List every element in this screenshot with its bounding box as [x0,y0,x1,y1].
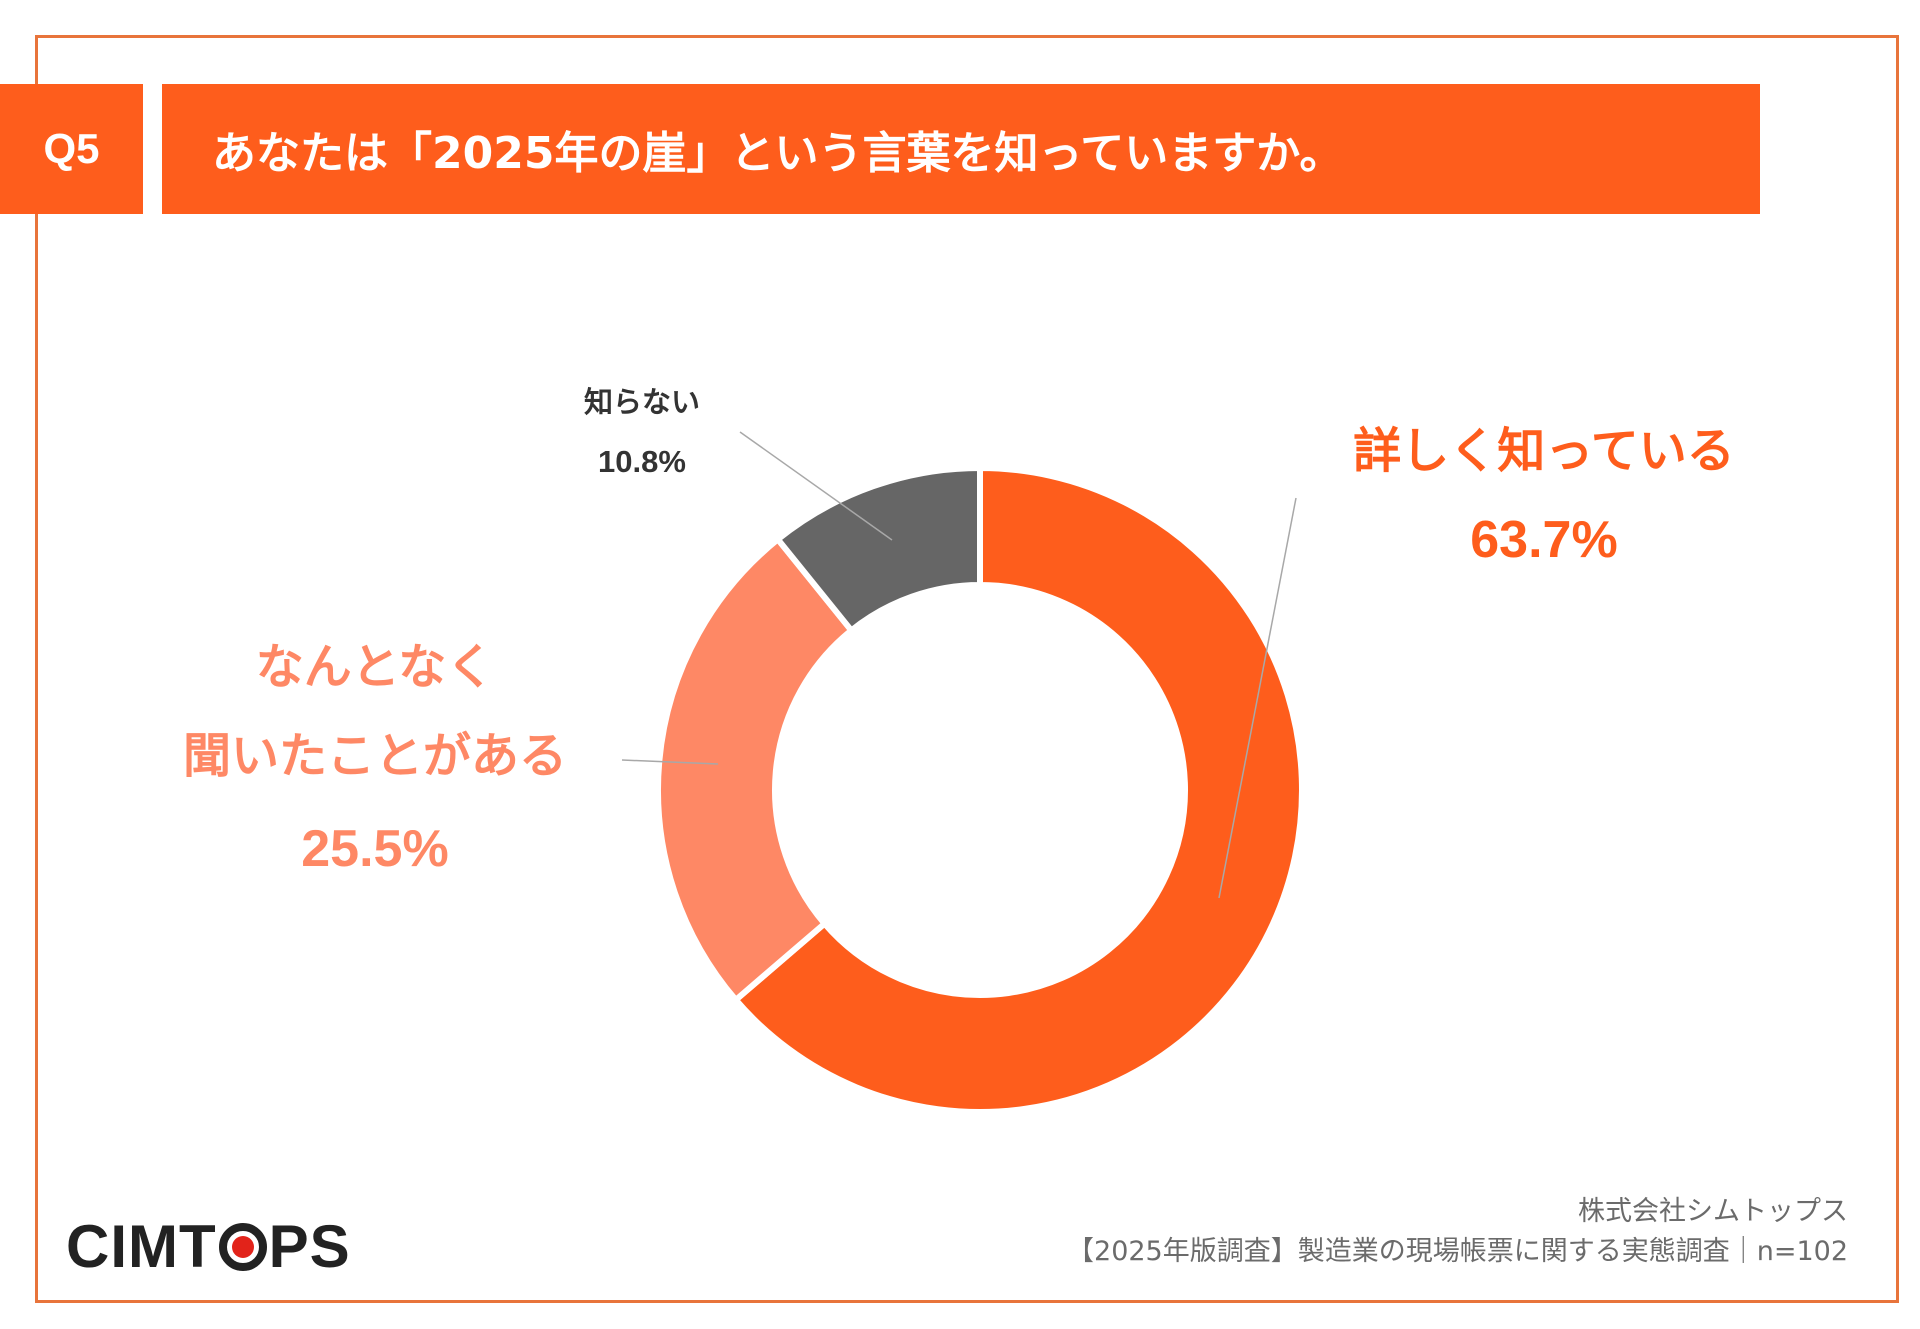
footer-company: 株式会社シムトップス [1578,1196,1848,1227]
donut-slices [655,465,1305,1115]
leader-line-heard [621,759,719,765]
logo-text-start: CIMT [66,1213,217,1280]
logo-text-end: PS [268,1213,351,1280]
label-dont-know: 知らない [584,385,700,419]
label-heard-line2: 聞いたことがある [183,728,567,784]
cimtops-logo: CIMT PS [66,1212,351,1281]
value-dont-know: 10.8% [598,444,686,479]
donut-slice-2 [774,465,983,634]
leader-lines [621,431,1297,899]
value-heard: 25.5% [301,820,448,878]
slide-frame [35,35,1899,1303]
leader-line-dont-know [739,431,893,541]
source-footer: 株式会社シムトップス 【2025年版調査】製造業の現場帳票に関する実態調査｜n=… [1067,1192,1848,1272]
donut-slice-1 [655,536,855,1003]
value-know: 63.7% [1470,511,1617,569]
donut-slice-0 [732,465,1305,1115]
question-number-badge: Q5 [0,84,143,214]
label-heard-line1: なんとなく [256,639,495,695]
logo-o-mark-icon [218,1222,267,1271]
footer-survey: 【2025年版調査】製造業の現場帳票に関する実態調査｜n=102 [1067,1236,1848,1267]
label-know: 詳しく知っている [1353,423,1735,479]
leader-line-know [1218,497,1297,899]
question-title: あなたは「2025年の崖」という言葉を知っていますか。 [162,84,1760,214]
